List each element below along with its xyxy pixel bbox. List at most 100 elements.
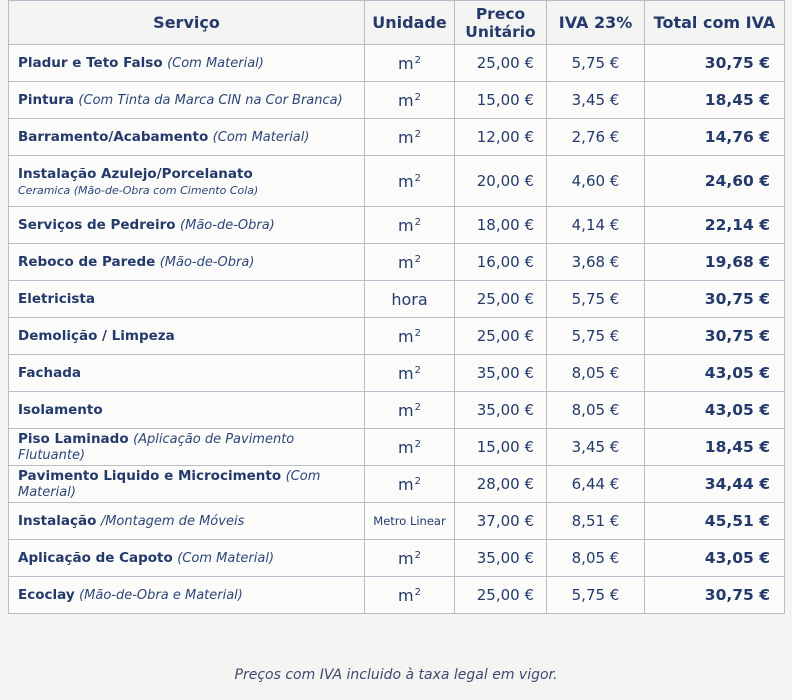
unit-price-cell: 25,00 €	[454, 317, 547, 355]
service-note: (Com Material)	[177, 551, 275, 566]
service-name: Pintura	[18, 92, 74, 108]
unit-price-cell: 15,00 €	[454, 81, 547, 119]
service-name: Isolamento	[18, 402, 103, 418]
table-row: Serviços de Pedreiro (Mão-de-Obra) m2 18,0…	[8, 206, 785, 244]
unit-price-cell: 20,00 €	[454, 155, 547, 207]
table-row: Pladur e Teto Falso (Com Material) m2 25,0…	[8, 44, 785, 82]
table-row: Ecoclay (Mão-de-Obra e Material) m2 25,00 …	[8, 576, 785, 614]
service-cell: Reboco de Parede (Mão-de-Obra)	[8, 243, 365, 281]
header-iva: IVA 23%	[546, 0, 645, 45]
service-cell: Pladur e Teto Falso (Com Material)	[8, 44, 365, 82]
iva-cell: 5,75 €	[546, 280, 645, 318]
service-cell: Instalação Azulejo/Porcelanato Ceramica (…	[8, 155, 365, 207]
unit-exponent: 2	[414, 364, 421, 376]
service-note: (Com Material)	[18, 469, 321, 500]
unit-base: m	[398, 326, 414, 346]
unit-price-cell: 35,00 €	[454, 539, 547, 577]
unit-base: m	[398, 585, 414, 605]
service-name: Pladur e Teto Falso	[18, 55, 163, 71]
table-row: Fachada m2 35,00 €8,05 €43,05 €	[8, 354, 785, 392]
service-cell: Fachada	[8, 354, 365, 392]
unit-base: m	[398, 252, 414, 272]
service-name: Eletricista	[18, 291, 95, 307]
unit-exponent: 2	[414, 216, 421, 228]
unit-base: Metro Linear	[373, 514, 446, 528]
service-note: (Mão-de-Obra)	[180, 218, 275, 233]
total-cell: 43,05 €	[644, 354, 785, 392]
service-cell: Instalação /Montagem de Móveis	[8, 502, 365, 540]
table-header-row: Serviço Unidade Preco Unitário IVA 23% T…	[8, 0, 785, 45]
unit-cell: m2	[364, 81, 455, 119]
unit-exponent: 2	[414, 549, 421, 561]
unit-price-cell: 18,00 €	[454, 206, 547, 244]
table-row: Instalação Azulejo/Porcelanato Ceramica (…	[8, 155, 785, 207]
total-cell: 19,68 €	[644, 243, 785, 281]
header-total: Total com IVA	[644, 0, 785, 45]
table-row: Instalação /Montagem de Móveis Metro Line…	[8, 502, 785, 540]
service-cell: Ecoclay (Mão-de-Obra e Material)	[8, 576, 365, 614]
service-name: Reboco de Parede	[18, 254, 156, 270]
total-cell: 24,60 €	[644, 155, 785, 207]
service-cell: Isolamento	[8, 391, 365, 429]
header-unit-price-line2: Unitário	[465, 22, 536, 41]
service-name: Pavimento Liquido e Microcimento	[18, 468, 282, 484]
service-name: Instalação	[18, 513, 97, 529]
service-note: (Com Tinta da Marca CIN na Cor Branca)	[78, 93, 343, 108]
service-note: /Montagem de Móveis	[100, 514, 245, 529]
unit-cell: Metro Linear	[364, 502, 455, 540]
unit-base: m	[398, 127, 414, 147]
total-cell: 43,05 €	[644, 539, 785, 577]
service-detail: Ceramica (Mão-de-Obra com Cimento Cola)	[18, 183, 259, 197]
unit-exponent: 2	[414, 91, 421, 103]
unit-exponent: 2	[414, 128, 421, 140]
header-unit: Unidade	[364, 0, 455, 45]
service-name: Barramento/Acabamento	[18, 129, 209, 145]
unit-cell: m2	[364, 118, 455, 156]
header-unit-price-line1: Preco	[475, 4, 526, 23]
table-row: Pintura (Com Tinta da Marca CIN na Cor B…	[8, 81, 785, 119]
unit-cell: m2	[364, 428, 455, 466]
service-cell: Barramento/Acabamento (Com Material)	[8, 118, 365, 156]
total-cell: 22,14 €	[644, 206, 785, 244]
unit-cell: m2	[364, 243, 455, 281]
total-cell: 18,45 €	[644, 428, 785, 466]
service-name: Piso Laminado	[18, 431, 129, 447]
unit-base: m	[398, 363, 414, 383]
unit-cell: m2	[364, 391, 455, 429]
service-cell: Eletricista	[8, 280, 365, 318]
service-cell: Serviços de Pedreiro (Mão-de-Obra)	[8, 206, 365, 244]
unit-base: m	[398, 53, 414, 73]
unit-cell: m2	[364, 576, 455, 614]
header-service: Serviço	[8, 0, 365, 45]
service-note: (Com Material)	[212, 130, 310, 145]
iva-cell: 5,75 €	[546, 317, 645, 355]
unit-base: m	[398, 400, 414, 420]
total-cell: 30,75 €	[644, 44, 785, 82]
iva-cell: 8,51 €	[546, 502, 645, 540]
unit-exponent: 2	[414, 438, 421, 450]
unit-price-cell: 28,00 €	[454, 465, 547, 503]
iva-cell: 6,44 €	[546, 465, 645, 503]
price-table: Serviço Unidade Preco Unitário IVA 23% T…	[8, 0, 785, 614]
iva-cell: 4,60 €	[546, 155, 645, 207]
service-note: (Com Material)	[167, 56, 264, 71]
table-row: Aplicação de Capoto (Com Material) m2 35,0…	[8, 539, 785, 577]
unit-price-cell: 25,00 €	[454, 44, 547, 82]
unit-cell: m2	[364, 317, 455, 355]
unit-base: m	[398, 548, 414, 568]
unit-cell: m2	[364, 539, 455, 577]
service-note: (Mão-de-Obra)	[159, 255, 255, 270]
iva-cell: 3,45 €	[546, 428, 645, 466]
total-cell: 43,05 €	[644, 391, 785, 429]
unit-exponent: 2	[414, 172, 421, 184]
iva-cell: 8,05 €	[546, 539, 645, 577]
table-row: Pavimento Liquido e Microcimento (Com Ma…	[8, 465, 785, 503]
service-cell: Piso Laminado (Aplicação de Pavimento Fl…	[8, 428, 365, 466]
unit-cell: hora	[364, 280, 455, 318]
unit-cell: m2	[364, 44, 455, 82]
unit-exponent: 2	[414, 54, 421, 66]
unit-base: m	[398, 171, 414, 191]
service-name: Serviços de Pedreiro	[18, 217, 176, 233]
unit-price-cell: 12,00 €	[454, 118, 547, 156]
